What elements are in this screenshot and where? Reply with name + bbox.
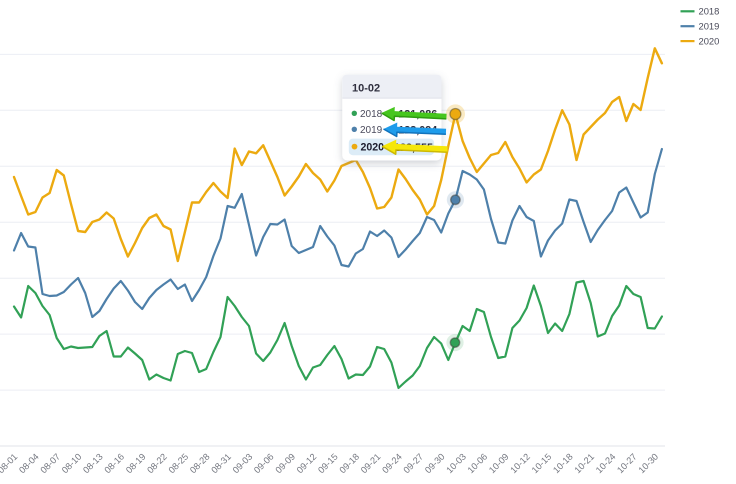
svg-text:2020: 2020 [361,142,385,154]
svg-text:2018: 2018 [699,6,720,17]
svg-text:2019: 2019 [360,125,383,136]
svg-text:2020: 2020 [699,35,720,46]
svg-text:2019: 2019 [699,21,720,32]
svg-text:2018: 2018 [360,109,383,120]
svg-text:10-02: 10-02 [352,82,380,94]
